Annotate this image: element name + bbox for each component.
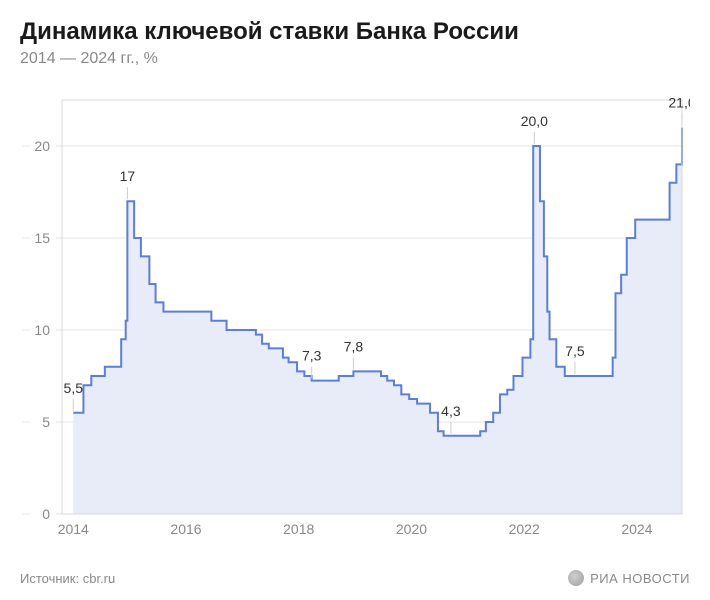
svg-text:17: 17 xyxy=(120,168,136,184)
svg-text:2016: 2016 xyxy=(170,521,201,537)
svg-text:7,3: 7,3 xyxy=(302,348,322,364)
chart-svg: 0 5 10 15 20 2014 2016 2018 2020 2022 2024 5,5 17 7,3… xyxy=(20,78,690,542)
svg-text:20,0: 20,0 xyxy=(521,113,548,129)
svg-text:0: 0 xyxy=(42,506,50,522)
svg-text:2014: 2014 xyxy=(58,521,89,537)
svg-text:4,3: 4,3 xyxy=(441,403,461,419)
svg-text:15: 15 xyxy=(34,230,50,246)
source-label: Источник: cbr.ru xyxy=(20,571,115,586)
globe-icon xyxy=(568,570,584,586)
svg-text:5,5: 5,5 xyxy=(64,380,84,396)
svg-text:21,0: 21,0 xyxy=(668,95,690,111)
svg-text:7,5: 7,5 xyxy=(565,343,585,359)
svg-text:2024: 2024 xyxy=(621,521,652,537)
chart-plot-area: 0 5 10 15 20 2014 2016 2018 2020 2022 2024 5,5 17 7,3… xyxy=(20,78,690,542)
attribution-logo: РИА НОВОСТИ xyxy=(568,570,690,586)
svg-text:2018: 2018 xyxy=(283,521,314,537)
chart-title: Динамика ключевой ставки Банка России xyxy=(20,18,690,46)
svg-text:2020: 2020 xyxy=(396,521,427,537)
attribution-text: РИА НОВОСТИ xyxy=(590,571,690,586)
svg-text:20: 20 xyxy=(34,138,50,154)
svg-text:2022: 2022 xyxy=(509,521,540,537)
chart-container: Динамика ключевой ставки Банка России 20… xyxy=(0,0,710,600)
footer: Источник: cbr.ru РИА НОВОСТИ xyxy=(20,570,690,586)
chart-subtitle: 2014 — 2024 гг., % xyxy=(20,50,690,68)
svg-text:5: 5 xyxy=(42,414,50,430)
svg-text:10: 10 xyxy=(34,322,50,338)
svg-text:7,8: 7,8 xyxy=(344,338,364,354)
